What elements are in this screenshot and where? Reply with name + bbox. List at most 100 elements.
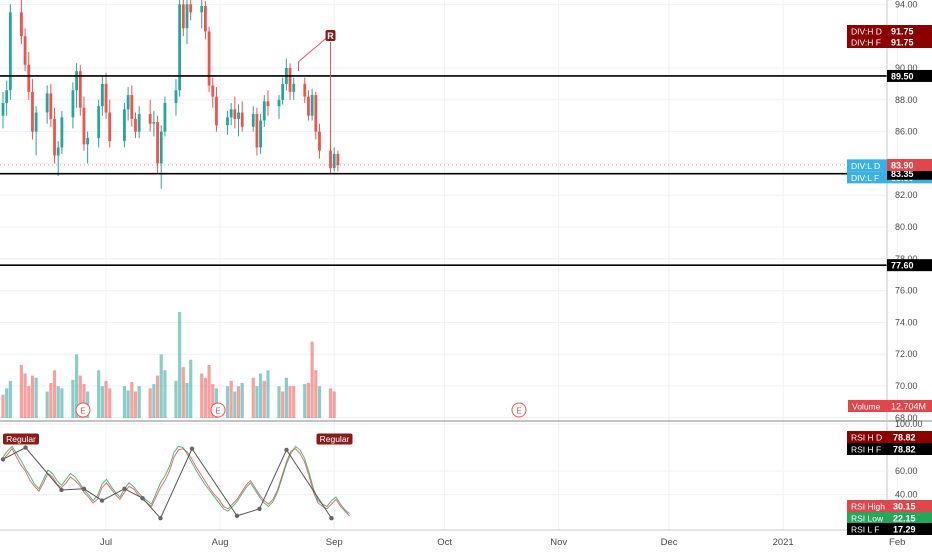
rsi-high-value: 30.15	[893, 502, 916, 512]
price-axis[interactable]: 94.0090.0088.0084.0082.0080.0078.0076.00…	[895, 0, 918, 423]
time-tick-label: Feb	[889, 537, 905, 548]
rsi-high-daily-value: 78.82	[893, 433, 916, 443]
volume-bar	[303, 384, 307, 418]
rsi-axis[interactable]: 100.00 60.00 40.00 RSI H D 78.82 RSI H F 78.82…	[847, 419, 932, 535]
rsi-pivot-point	[257, 506, 262, 511]
volume-bar	[185, 383, 189, 418]
volume-bar	[30, 375, 35, 418]
volume-bar	[178, 312, 182, 418]
candle-body	[178, 4, 182, 91]
rsi-low-box	[847, 512, 932, 524]
price-tick-label: 70.00	[895, 381, 918, 391]
price-tick-label: 86.00	[895, 127, 918, 137]
candle-body	[108, 112, 112, 142]
volume-bar	[8, 380, 12, 418]
candle-body	[185, 4, 189, 29]
rsi-high-box	[847, 500, 932, 512]
earnings-marker	[210, 402, 226, 418]
volume-bar	[317, 386, 322, 418]
horizontal-levels[interactable]	[0, 75, 887, 266]
rsi-pane: Regular Regular	[0, 423, 887, 521]
volume-badge-label: Volume	[852, 402, 881, 412]
candle-body	[292, 83, 296, 92]
candle-body	[97, 106, 101, 138]
volume-bars	[1, 312, 336, 418]
candle-body	[5, 90, 9, 103]
candle-body	[266, 101, 270, 107]
time-axis[interactable]: Jul Aug Sep Oct Nov Dec 2021 Feb	[100, 537, 905, 548]
div-high-daily-label-box	[887, 25, 932, 37]
candle-body	[288, 68, 292, 92]
volume-bar	[108, 388, 112, 418]
last-price-label-value: 83.90	[891, 160, 914, 170]
volume-bar	[23, 373, 27, 418]
volume-bar	[236, 386, 241, 418]
candle-body	[255, 114, 259, 148]
candle-body	[45, 93, 49, 113]
rsi-tick-label: 100.00	[895, 419, 923, 429]
level-label-value: 89.50	[891, 71, 914, 81]
rsi-tick-label: 60.00	[895, 466, 918, 476]
rsi-pivot-point	[23, 445, 28, 450]
candle-body	[104, 83, 108, 113]
candle-body	[1, 102, 5, 116]
volume-bar	[137, 386, 141, 418]
div-high-final-label-tag	[847, 36, 887, 48]
regular-annotation	[3, 433, 39, 445]
candle-body	[163, 102, 167, 132]
div-low-final-label-tag	[847, 171, 887, 184]
candle-body	[211, 85, 215, 97]
grid	[0, 0, 898, 530]
candle-body	[100, 83, 104, 107]
volume-bar	[255, 386, 259, 418]
candle-body	[307, 96, 310, 116]
candle-body	[204, 5, 207, 32]
price-tick-label: 90.00	[895, 63, 918, 73]
candle-body	[181, 4, 185, 29]
regular-annotation-text: Regular	[320, 434, 350, 444]
div-high-final-label-box	[887, 36, 932, 48]
volume-bar	[163, 370, 167, 418]
volume-bar	[104, 380, 108, 418]
rsi-series-line	[2, 445, 350, 514]
volume-bar	[71, 379, 75, 418]
candle-body	[78, 71, 82, 108]
volume-bar	[292, 386, 296, 418]
candle-body	[31, 91, 34, 132]
div-high-daily-label-tag	[847, 25, 887, 37]
div-high-daily-label-value: 91.75	[891, 27, 914, 37]
candle-body	[318, 131, 321, 151]
candle-body	[251, 114, 255, 127]
time-tick-label: Sep	[326, 537, 343, 548]
candle-body	[60, 117, 64, 148]
level-label-box	[887, 69, 932, 82]
volume-bar	[155, 375, 160, 418]
candle-body	[34, 112, 38, 132]
earnings-marker-text: E	[215, 407, 220, 416]
earnings-marker-text: E	[516, 407, 521, 416]
regular-annotation	[316, 433, 353, 445]
volume-bar	[52, 370, 57, 418]
volume-bar	[148, 388, 152, 418]
candle-body	[8, 12, 12, 91]
volume-bar	[240, 383, 244, 418]
candle-body	[130, 95, 134, 119]
rsi-pivot-point	[0, 457, 6, 462]
volume-bar	[152, 384, 156, 418]
rsi-pivot-point	[122, 486, 127, 491]
candle-body	[20, 12, 23, 37]
candle-body	[23, 36, 27, 65]
chart-markers: R E E E	[75, 30, 527, 418]
candle-body	[277, 99, 281, 107]
candle-body	[336, 153, 340, 165]
price-tick-label: 80.00	[895, 222, 918, 232]
candle-body	[86, 137, 90, 145]
volume-bar	[259, 373, 263, 418]
candle-body	[303, 83, 307, 97]
level-label-value: 77.60	[891, 261, 914, 271]
earnings-marker-text: E	[80, 407, 85, 416]
